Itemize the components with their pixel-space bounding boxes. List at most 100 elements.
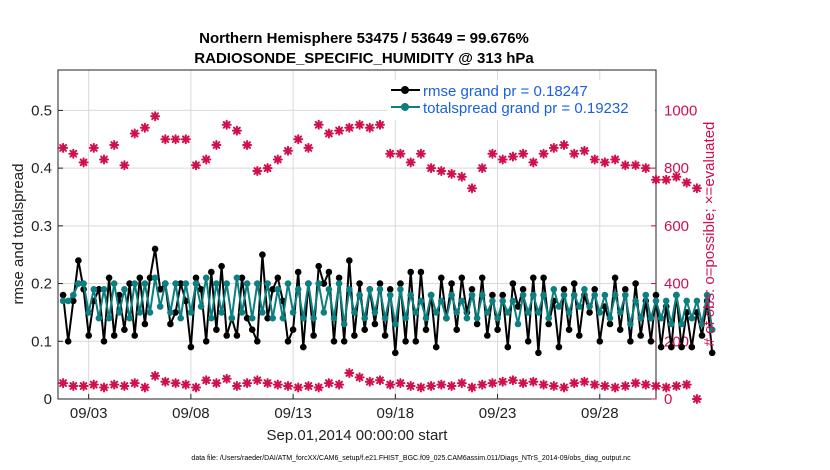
point-spread — [514, 320, 522, 328]
obs-possible-marker — [344, 122, 355, 133]
obs-evaluated-marker — [477, 379, 488, 390]
star-stroke — [110, 380, 119, 389]
point-rmse — [218, 262, 225, 270]
point-rmse — [504, 343, 512, 351]
point-spread — [698, 320, 706, 328]
star-stroke — [590, 155, 599, 164]
point-spread — [80, 280, 87, 287]
star-stroke — [314, 121, 323, 129]
point-spread — [468, 291, 476, 299]
obs-evaluated-marker — [170, 378, 181, 389]
obs-evaluated-marker — [569, 378, 580, 389]
x-tick-label: 09/18 — [377, 405, 415, 422]
point-spread — [565, 309, 573, 316]
obs-evaluated-marker — [272, 379, 283, 390]
obs-evaluated-marker — [139, 382, 150, 393]
obs-possible-marker — [119, 160, 130, 171]
point-spread — [591, 291, 598, 299]
point-spread — [376, 286, 384, 293]
point-spread — [315, 280, 323, 287]
obs-possible-marker — [528, 157, 539, 168]
point-spread — [586, 303, 593, 310]
point-spread — [504, 309, 512, 316]
star-stroke — [641, 380, 650, 389]
star-stroke — [233, 126, 241, 135]
star-stroke — [498, 155, 507, 164]
point-rmse — [105, 274, 113, 282]
point-rmse — [484, 332, 491, 339]
obs-possible-marker — [375, 119, 385, 130]
point-spread — [141, 280, 149, 287]
point-spread — [105, 314, 113, 322]
point-rmse — [315, 262, 323, 270]
obs-evaluated-marker — [313, 382, 324, 393]
star-stroke — [682, 178, 691, 187]
point-spread — [253, 280, 261, 287]
star-stroke — [304, 144, 313, 152]
point-spread — [432, 309, 440, 316]
point-spread — [346, 286, 353, 293]
star-stroke — [457, 379, 466, 387]
obs-possible-marker — [671, 171, 682, 182]
point-spread — [274, 286, 282, 293]
point-spread — [75, 280, 82, 287]
point-rmse — [596, 338, 604, 345]
obs-possible-marker — [538, 148, 549, 159]
obs-possible-marker — [651, 174, 661, 185]
point-rmse — [116, 291, 123, 299]
star-stroke — [478, 380, 487, 389]
plot-area — [57, 69, 657, 400]
obs-evaluated-marker — [283, 381, 293, 391]
obs-possible-marker — [691, 183, 702, 194]
point-spread — [412, 309, 420, 316]
obs-possible-marker — [88, 142, 99, 153]
obs-evaluated-marker — [681, 379, 692, 390]
x-tick-label: 09/13 — [274, 405, 312, 422]
star-stroke — [314, 383, 323, 392]
star-stroke — [212, 379, 221, 387]
point-rmse — [627, 338, 634, 345]
obs-evaluated-marker — [262, 378, 273, 389]
point-spread — [59, 297, 67, 305]
star-stroke — [427, 164, 435, 172]
point-rmse — [637, 332, 644, 339]
obs-possible-marker — [323, 128, 334, 139]
point-rmse — [320, 280, 328, 287]
obs-possible-marker — [191, 160, 201, 171]
obs-possible-marker — [640, 163, 651, 174]
point-spread — [202, 274, 210, 282]
star-stroke — [100, 155, 108, 164]
star-stroke — [79, 382, 88, 390]
star-stroke — [570, 149, 579, 158]
point-rmse — [208, 268, 215, 276]
point-spread — [269, 314, 277, 322]
obs-possible-marker — [293, 134, 304, 145]
point-spread — [627, 320, 634, 328]
point-spread — [151, 274, 159, 282]
obs-evaluated-marker — [221, 373, 232, 384]
star-stroke — [69, 149, 78, 158]
star-stroke — [549, 382, 558, 390]
point-spread — [397, 286, 404, 293]
star-stroke — [253, 167, 262, 175]
obs-evaluated-marker — [691, 394, 702, 404]
star-stroke — [233, 382, 241, 390]
star-stroke — [222, 121, 231, 129]
star-stroke — [130, 379, 139, 387]
point-spread — [657, 314, 665, 322]
point-rmse — [668, 343, 675, 351]
point-spread — [320, 309, 328, 316]
obs-possible-marker — [681, 177, 692, 188]
star-stroke — [386, 149, 395, 158]
point-rmse — [197, 286, 205, 293]
point-spread — [264, 280, 271, 287]
obs-evaluated-marker — [559, 382, 569, 393]
point-rmse — [284, 338, 292, 345]
point-spread — [335, 280, 343, 287]
obs-evaluated-marker — [671, 381, 682, 391]
obs-possible-marker — [354, 119, 365, 130]
point-rmse — [560, 286, 568, 293]
point-spread — [310, 314, 317, 322]
point-spread — [693, 297, 701, 305]
star-stroke — [601, 382, 609, 390]
